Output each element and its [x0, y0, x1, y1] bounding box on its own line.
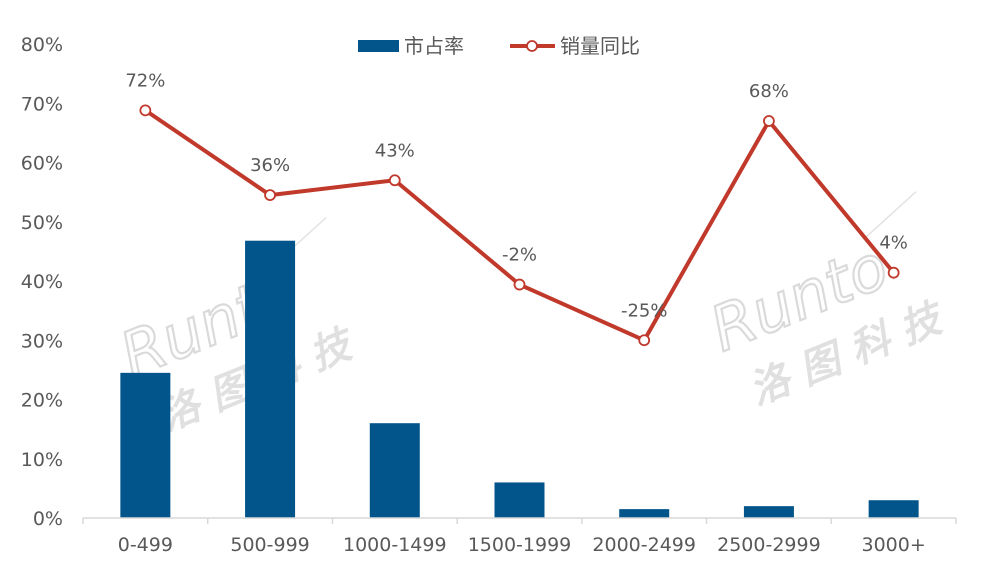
data-label: -2% [502, 245, 537, 266]
x-tick-label: 2500-2999 [717, 534, 821, 556]
watermark-swoosh [864, 191, 917, 239]
y-tick-label: 70% [21, 93, 63, 115]
x-tick-label: 3000+ [862, 534, 926, 556]
y-tick-label: 0% [33, 508, 63, 530]
y-tick-label: 60% [21, 153, 63, 175]
data-label: 4% [879, 233, 908, 254]
line-series [139, 104, 900, 347]
data-label: 43% [375, 140, 415, 161]
y-tick-label: 50% [21, 212, 63, 234]
line-point [513, 278, 526, 291]
line-point [388, 174, 401, 187]
data-label: 72% [125, 70, 165, 91]
legend-label-bar: 市占率 [404, 34, 464, 58]
y-axis-labels: 0% 10% 20% 30% 40% 50% 60% 70% 80% [21, 34, 63, 530]
bar [868, 500, 919, 518]
y-tick-label: 40% [21, 271, 63, 293]
data-label: 68% [749, 81, 789, 102]
bar [245, 240, 296, 518]
y-tick-label: 10% [21, 449, 63, 471]
y-tick-label: 20% [21, 390, 63, 412]
line-point [264, 189, 276, 201]
x-tick-label: 2000-2499 [592, 534, 696, 556]
y-tick-label: 80% [21, 34, 63, 56]
watermark-layer: Runto洛图科技Runto洛图科技 [109, 191, 960, 440]
line-point [638, 334, 651, 347]
line-point [139, 104, 152, 117]
x-tick-label: 1500-1999 [468, 534, 572, 556]
line-point [887, 266, 900, 279]
bar [619, 509, 670, 518]
x-tick-label: 1000-1499 [343, 534, 447, 556]
y-tick-label: 30% [21, 330, 63, 352]
legend-swatch-marker [526, 40, 538, 52]
legend-label-line: 销量同比 [560, 34, 640, 58]
legend: 市占率 销量同比 [358, 34, 640, 58]
x-axis [82, 517, 957, 524]
line-point [763, 115, 775, 127]
data-label: -25% [621, 300, 668, 321]
bar [369, 423, 420, 518]
bar [120, 372, 171, 518]
bar [743, 506, 794, 518]
x-tick-label: 0-499 [118, 534, 173, 556]
legend-swatch-bar [358, 40, 399, 52]
x-axis-labels: 0-499 500-999 1000-1499 1500-1999 2000-2499 2… [118, 534, 926, 556]
bar [494, 482, 545, 518]
line-data-labels: 72% 36% 43% -2% -25% 68% 4% [125, 70, 908, 321]
bar-series [120, 240, 919, 518]
data-label: 36% [250, 155, 290, 176]
x-tick-label: 500-999 [230, 534, 309, 556]
